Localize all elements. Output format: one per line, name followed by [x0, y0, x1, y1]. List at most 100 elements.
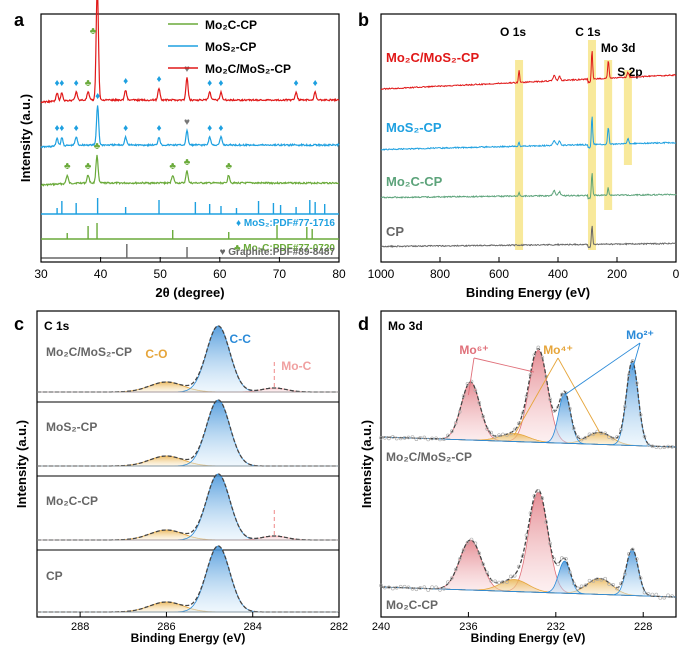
xrd-peak-marker: ♦	[207, 78, 212, 89]
d-data-point	[571, 581, 576, 586]
d-data-point	[477, 400, 482, 405]
d-data-point	[379, 583, 383, 588]
d-data-point	[457, 557, 462, 561]
d-data-point	[626, 373, 631, 377]
d-sample-label-mo-c-cp: Mo₂C-CP	[386, 598, 438, 612]
d-data-point	[512, 573, 517, 578]
d-sample-label-mo-c-mos-cp: Mo₂C/MoS₂-CP	[386, 450, 472, 464]
d-data-point	[394, 585, 399, 590]
panel-letter-a: a	[14, 10, 25, 30]
d-data-point	[548, 397, 552, 402]
d-data-point	[583, 435, 588, 440]
xrd-peak-marker: ♦	[55, 78, 60, 89]
d-data-point	[438, 588, 442, 592]
d-data-point	[638, 412, 643, 417]
d-data-point	[473, 388, 478, 393]
d-data-point	[473, 541, 478, 546]
d-data-point	[449, 429, 454, 434]
survey-label-mo-c-cp: Mo₂C-CP	[386, 174, 443, 189]
d-data-point	[630, 359, 635, 363]
d-data-point	[414, 587, 419, 592]
panel-d-ylabel: Intensity (a.u.)	[359, 420, 374, 508]
d-data-point	[650, 592, 655, 597]
xrd-peak-marker: ♦	[156, 74, 161, 85]
panel-letter-d: d	[358, 314, 369, 334]
ref-label-mos-pdf-77-1716: ♦ MoS₂:PDF#77-1716	[236, 218, 335, 229]
c-label-mo-c: Mo-C	[281, 359, 311, 373]
b-xtick-label: 400	[548, 267, 568, 281]
d-data-point	[489, 579, 493, 583]
d-data-point	[595, 577, 600, 582]
xps-survey-curve-mos-cp	[380, 116, 677, 151]
panel-a-plot-frame	[40, 13, 340, 263]
d-leader-line	[564, 342, 641, 396]
d-data-point	[383, 585, 387, 590]
label-o-1s: O 1s	[500, 25, 526, 39]
d-data-point	[516, 564, 521, 569]
panel-c-c1s: C 1s Mo₂C/MoS₂-CP MoS₂-CP Mo₂C-CP CP C-C C-O M…	[14, 310, 348, 645]
d-data-point	[579, 437, 584, 442]
legend-entry-mos-cp: MoS₂-CP	[205, 40, 256, 54]
d-data-point	[418, 586, 423, 590]
a-xtick-label: 40	[94, 267, 108, 281]
panel-d-title: Mo 3d	[388, 319, 423, 333]
d-data-point	[528, 511, 533, 515]
xrd-peak-marker: ♦	[59, 123, 64, 134]
d-data-point	[646, 592, 651, 596]
d-data-point	[442, 437, 446, 442]
c-sample-label-mo-c-cp: Mo₂C-CP	[46, 494, 98, 508]
xrd-peak-marker: ♦	[218, 123, 223, 134]
d-data-point	[654, 445, 659, 449]
d-data-point	[469, 537, 474, 542]
b-xtick-label: 600	[489, 267, 509, 281]
d-data-point	[670, 444, 674, 449]
d-leader-line	[467, 357, 475, 396]
d-data-point	[414, 437, 419, 442]
d-data-point	[556, 405, 560, 410]
d-data-point	[591, 432, 596, 436]
xps-survey-curve-mo-c-mos-cp	[380, 51, 677, 91]
d-envelope	[381, 347, 676, 448]
d-data-point	[536, 345, 541, 350]
d-data-point	[564, 556, 568, 561]
d-data-point	[528, 372, 533, 377]
d-data-point	[560, 556, 564, 560]
legend-entry-mo-c-mos-cp: Mo₂C/MoS₂-CP	[205, 62, 291, 76]
d-data-point	[398, 436, 403, 441]
d-data-point	[489, 430, 493, 435]
xrd-peak-marker: ♦	[218, 78, 223, 89]
d-data-point	[634, 381, 639, 385]
xrd-peak-marker: ♦	[95, 91, 100, 102]
d-data-point	[505, 580, 509, 584]
d-data-point	[544, 520, 549, 524]
d-data-point	[406, 435, 411, 440]
d-data-point	[501, 432, 505, 437]
xrd-curve-mos-cp	[40, 105, 340, 149]
c-label-c-o: C-O	[145, 347, 167, 361]
c-envelope	[37, 545, 339, 613]
d-data-point	[607, 435, 611, 439]
d-xtick-label: 228	[634, 621, 652, 633]
survey-label-cp: CP	[386, 224, 404, 239]
d-data-point	[548, 541, 552, 546]
panel-a-ylabel: Intensity (a.u.)	[18, 94, 33, 182]
d-data-point	[662, 595, 667, 600]
panel-a-xlabel: 2θ (degree)	[155, 285, 224, 300]
d-data-point	[501, 580, 505, 584]
xps-survey-curve-cp	[380, 225, 677, 249]
d-data-point	[430, 585, 434, 590]
d-data-point	[387, 585, 391, 590]
d-data-point	[505, 433, 509, 437]
d-data-point	[611, 436, 615, 441]
d-data-point	[599, 431, 604, 435]
d-data-point	[390, 586, 395, 591]
xrd-peak-marker: ♣	[169, 161, 176, 172]
xrd-peak-marker: ♣	[184, 157, 191, 168]
d-data-point	[662, 445, 667, 450]
xrd-peak-marker: ♣	[225, 161, 232, 172]
d-data-point	[619, 581, 623, 586]
d-data-point	[497, 580, 501, 585]
xrd-peak-marker: ♣	[85, 78, 92, 89]
d-data-point	[426, 437, 431, 442]
